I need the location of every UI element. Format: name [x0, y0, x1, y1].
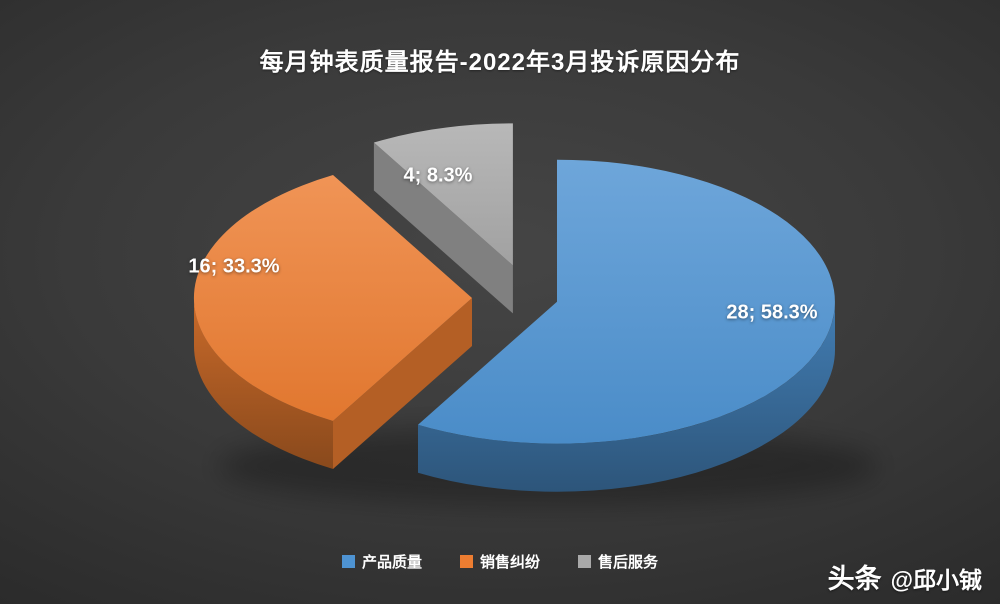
pie-slice-0-top	[418, 159, 835, 444]
legend-label-after-sales: 售后服务	[598, 554, 659, 571]
data-label-sales-dispute: 16; 33.3%	[188, 255, 280, 278]
pie-slice-0-rim	[418, 301, 835, 492]
legend-swatch-blue-icon	[341, 555, 355, 568]
data-label-after-sales: 4; 8.3%	[403, 164, 473, 187]
watermark-brand: 头条	[827, 564, 882, 594]
legend-swatch-gray-icon	[578, 555, 591, 568]
data-label-product-quality: 28; 58.3%	[726, 301, 818, 324]
legend-label-sales-dispute: 销售纠纷	[479, 554, 540, 571]
chart-title: 每月钟表质量报告-2022年3月投诉原因分布	[259, 49, 741, 76]
legend-label-product-quality: 产品质量	[361, 554, 422, 571]
legend-item-product-quality: 产品质量	[341, 551, 422, 572]
pie-slice-1-top	[193, 175, 472, 421]
watermark-author: @邱小铖	[890, 567, 982, 593]
legend-item-sales-dispute: 销售纠纷	[459, 551, 540, 572]
legend: 产品质量 销售纠纷 售后服务	[0, 551, 1000, 572]
pie-slice-2-top	[373, 123, 513, 266]
pie-slice-1-cut-face	[333, 298, 472, 469]
pie-slice-1-rim	[193, 298, 333, 469]
legend-item-after-sales: 售后服务	[578, 551, 658, 572]
pie-slice-2-cut-face	[373, 142, 513, 314]
legend-swatch-orange-icon	[459, 555, 473, 568]
watermark: 头条 @邱小铖	[828, 557, 982, 596]
